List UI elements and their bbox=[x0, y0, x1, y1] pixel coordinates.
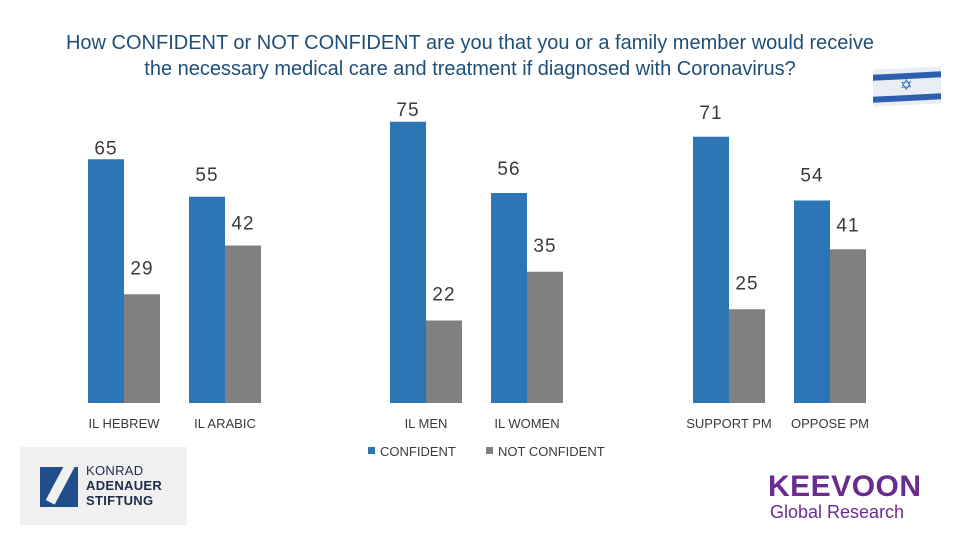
keevoon-logo-name: KEEVOON bbox=[768, 470, 922, 503]
bar-confident-2 bbox=[189, 196, 225, 403]
bar-confident-4 bbox=[491, 193, 527, 403]
category-label-3: IL MEN bbox=[405, 416, 448, 431]
category-label-5: SUPPORT PM bbox=[686, 416, 771, 431]
category-label-1: IL HEBREW bbox=[88, 416, 160, 431]
chart-title-line-2: the necessary medical care and treatment… bbox=[144, 58, 796, 80]
konrad-adenauer-logo: KONRAD ADENAUER STIFTUNG bbox=[20, 447, 187, 525]
bar-not-confident-3 bbox=[426, 320, 462, 403]
data-label-confident-3: 75 bbox=[396, 100, 419, 121]
keevoon-logo: KEEVOON Global Research bbox=[768, 470, 922, 523]
kas-logo-line-3: STIFTUNG bbox=[86, 493, 154, 508]
keevoon-logo-tagline: Global Research bbox=[770, 502, 905, 522]
data-label-not-confident-2: 42 bbox=[231, 214, 254, 235]
kas-logo-text: KONRAD ADENAUER STIFTUNG bbox=[86, 463, 162, 508]
data-label-not-confident-4: 35 bbox=[533, 236, 556, 257]
bar-not-confident-6 bbox=[830, 249, 866, 403]
legend-swatch-not-confident bbox=[486, 447, 493, 454]
category-label-4: IL WOMEN bbox=[494, 416, 559, 431]
data-label-confident-1: 65 bbox=[94, 138, 117, 159]
data-label-confident-2: 55 bbox=[195, 165, 218, 186]
legend-swatch-confident bbox=[368, 447, 375, 454]
bar-confident-1 bbox=[88, 159, 124, 403]
chart-title-line-1: How CONFIDENT or NOT CONFIDENT are you t… bbox=[65, 32, 874, 54]
bar-not-confident-4 bbox=[527, 271, 563, 403]
legend-label-confident: CONFIDENT bbox=[380, 444, 456, 459]
category-label-2: IL ARABIC bbox=[194, 416, 256, 431]
data-label-confident-6: 54 bbox=[800, 166, 823, 187]
bar-confident-6 bbox=[794, 200, 830, 403]
category-label-6: OPPOSE PM bbox=[791, 416, 869, 431]
data-label-not-confident-3: 22 bbox=[432, 285, 455, 306]
bar-not-confident-5 bbox=[729, 309, 765, 403]
chart-title: How CONFIDENT or NOT CONFIDENT are you t… bbox=[20, 30, 920, 82]
data-label-not-confident-1: 29 bbox=[130, 258, 153, 279]
data-label-confident-5: 71 bbox=[699, 103, 722, 124]
bar-not-confident-2 bbox=[225, 245, 261, 403]
bar-not-confident-1 bbox=[124, 294, 160, 403]
data-label-not-confident-6: 41 bbox=[836, 215, 859, 236]
data-label-not-confident-5: 25 bbox=[735, 273, 758, 294]
kas-logo-line-2: ADENAUER bbox=[86, 478, 163, 493]
data-label-confident-4: 56 bbox=[497, 159, 520, 180]
bar-confident-5 bbox=[693, 136, 729, 403]
legend-label-not-confident: NOT CONFIDENT bbox=[498, 444, 605, 459]
bar-confident-3 bbox=[390, 121, 426, 403]
kas-logo-line-1: KONRAD bbox=[86, 463, 144, 478]
